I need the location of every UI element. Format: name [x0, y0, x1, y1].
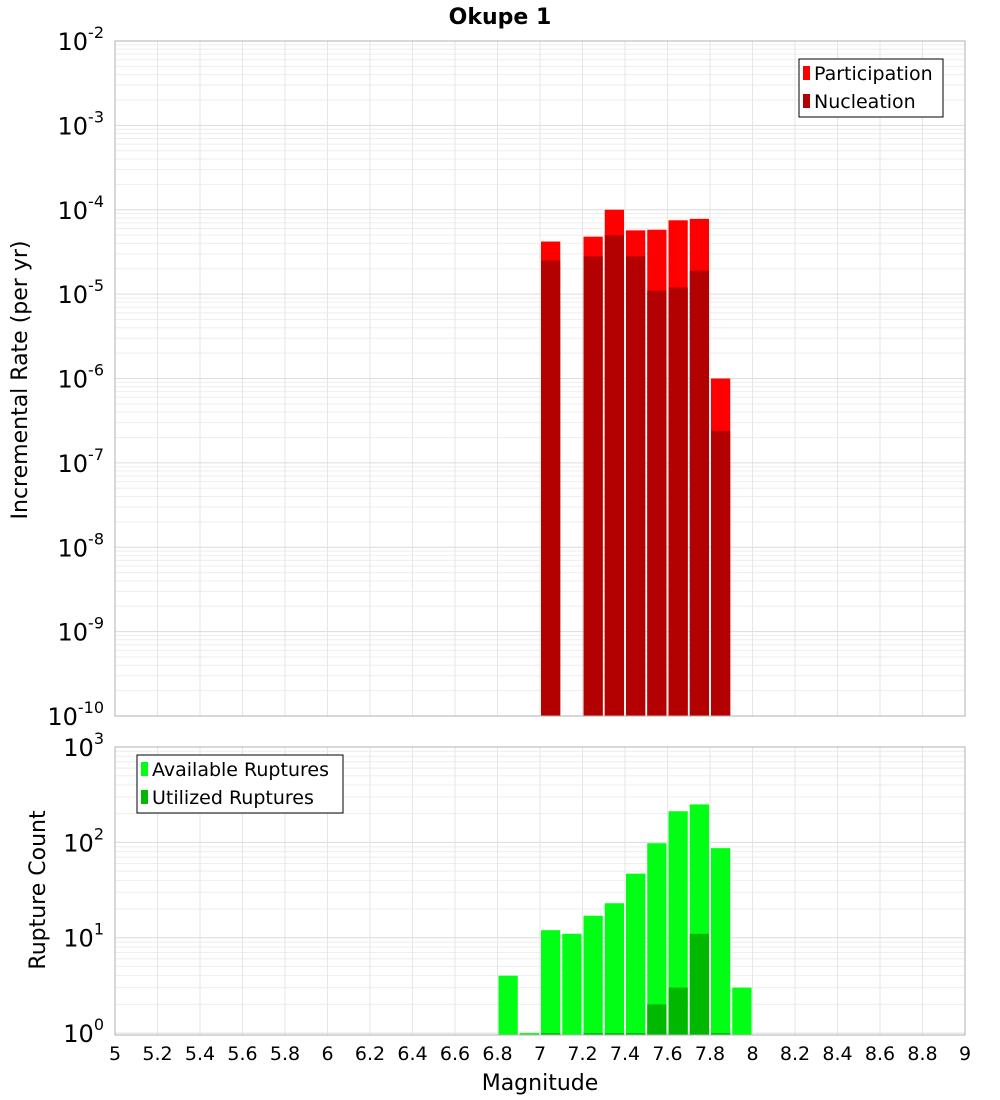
x-tick-label: 5.8 — [270, 1043, 300, 1065]
y-tick-label: 10-4 — [58, 192, 105, 225]
bar-count-s2 — [604, 1033, 624, 1035]
x-tick-label: 6.4 — [397, 1043, 427, 1065]
bar-count-s1 — [626, 873, 646, 1035]
x-tick-label: 8.2 — [780, 1043, 810, 1065]
bar-count-s1 — [519, 1033, 539, 1035]
x-axis-title: Magnitude — [482, 1071, 599, 1096]
x-tick-label: 7.6 — [652, 1043, 682, 1065]
x-tick-label: 8.8 — [907, 1043, 937, 1065]
y-axis-title-count: Rupture Count — [26, 810, 51, 970]
x-tick-label: 9 — [959, 1043, 971, 1065]
y-tick-label: 10-2 — [58, 23, 105, 56]
bar-count-s1 — [711, 848, 731, 1035]
x-tick-label: 7.4 — [610, 1043, 640, 1065]
legend-label: Participation — [814, 63, 933, 85]
x-tick-label: 6 — [321, 1043, 333, 1065]
y-tick-label: 101 — [63, 920, 104, 953]
x-tick-label: 6.2 — [355, 1043, 385, 1065]
bar-rate-s2 — [626, 256, 646, 716]
rate-panel: 10-10 10-9 10-8 10-7 10-6 10-5 10-4 10-3 10-2 Par… — [47, 23, 966, 731]
plot-frame — [114, 746, 966, 1036]
chart-title: Okupe 1 — [449, 5, 552, 30]
bar-count-s2 — [583, 1033, 603, 1035]
bar-count-s2 — [711, 1033, 731, 1035]
bar-count-s1 — [647, 843, 667, 1035]
legend-swatch — [141, 762, 148, 776]
bar-count-s2 — [626, 1033, 646, 1035]
legend-box — [136, 754, 344, 814]
bar-count-s1 — [668, 811, 688, 1035]
bar-count-s2 — [647, 1004, 667, 1035]
bar-count-s2 — [689, 933, 709, 1035]
legend-label: Utilized Ruptures — [152, 787, 314, 809]
x-axis: 5 5.2 5.4 5.6 5.8 6 6.2 6.4 6.6 6.8 7 7.2 7.4 7.6 7.8 8… — [109, 1043, 971, 1065]
bar-count-s2 — [541, 1033, 561, 1035]
legend-box — [798, 58, 944, 118]
y-tick-label: 10-9 — [58, 614, 105, 647]
x-tick-label: 7.2 — [567, 1043, 597, 1065]
x-tick-label: 5.4 — [185, 1043, 215, 1065]
y-axis-title-rate: Incremental Rate (per yr) — [8, 241, 33, 520]
count-panel: 100 101 102 103 Available Ruptures Utilized R… — [63, 729, 966, 1048]
bar-rate-s2 — [711, 430, 731, 716]
y-tick-label: 10-7 — [58, 445, 105, 478]
x-tick-label: 5.6 — [227, 1043, 257, 1065]
y-tick-label: 103 — [63, 729, 104, 762]
legend: Participation Nucleation — [798, 58, 944, 118]
y-tick-label: 102 — [63, 824, 104, 857]
x-tick-label: 7.8 — [695, 1043, 725, 1065]
y-tick-label: 10-10 — [47, 698, 104, 731]
x-tick-label: 7 — [534, 1043, 546, 1065]
legend-swatch — [803, 94, 810, 108]
plot-frame — [114, 40, 966, 717]
legend-swatch — [141, 790, 148, 804]
bar-count-s1 — [732, 987, 752, 1035]
bar-count-s1 — [498, 975, 518, 1035]
y-tick-label: 100 — [63, 1015, 104, 1048]
legend: Available Ruptures Utilized Ruptures — [136, 754, 344, 814]
bar-count-s1 — [562, 933, 582, 1035]
bar-rate-s2 — [583, 256, 603, 716]
y-tick-label: 10-5 — [58, 276, 105, 309]
x-tick-label: 8 — [746, 1043, 758, 1065]
x-tick-label: 8.6 — [865, 1043, 895, 1065]
bar-rate-s2 — [689, 270, 709, 716]
bar-count-s2 — [668, 987, 688, 1035]
x-tick-label: 8.4 — [822, 1043, 852, 1065]
y-tick-label: 10-6 — [58, 361, 105, 394]
x-tick-label: 6.6 — [440, 1043, 470, 1065]
bar-rate-s2 — [541, 260, 561, 716]
y-tick-label: 10-8 — [58, 529, 105, 562]
legend-label: Available Ruptures — [152, 759, 329, 781]
bar-rate-s2 — [604, 235, 624, 716]
bar-rate-s2 — [647, 290, 667, 716]
bar-count-s1 — [604, 903, 624, 1035]
y-tick-label: 10-3 — [58, 107, 105, 140]
x-tick-label: 5.2 — [142, 1043, 172, 1065]
legend-swatch — [803, 66, 810, 80]
x-tick-label: 6.8 — [482, 1043, 512, 1065]
bar-rate-s2 — [668, 287, 688, 716]
bar-count-s1 — [583, 915, 603, 1035]
bar-count-s1 — [541, 930, 561, 1035]
legend-label: Nucleation — [814, 91, 916, 113]
x-tick-label: 5 — [109, 1043, 121, 1065]
